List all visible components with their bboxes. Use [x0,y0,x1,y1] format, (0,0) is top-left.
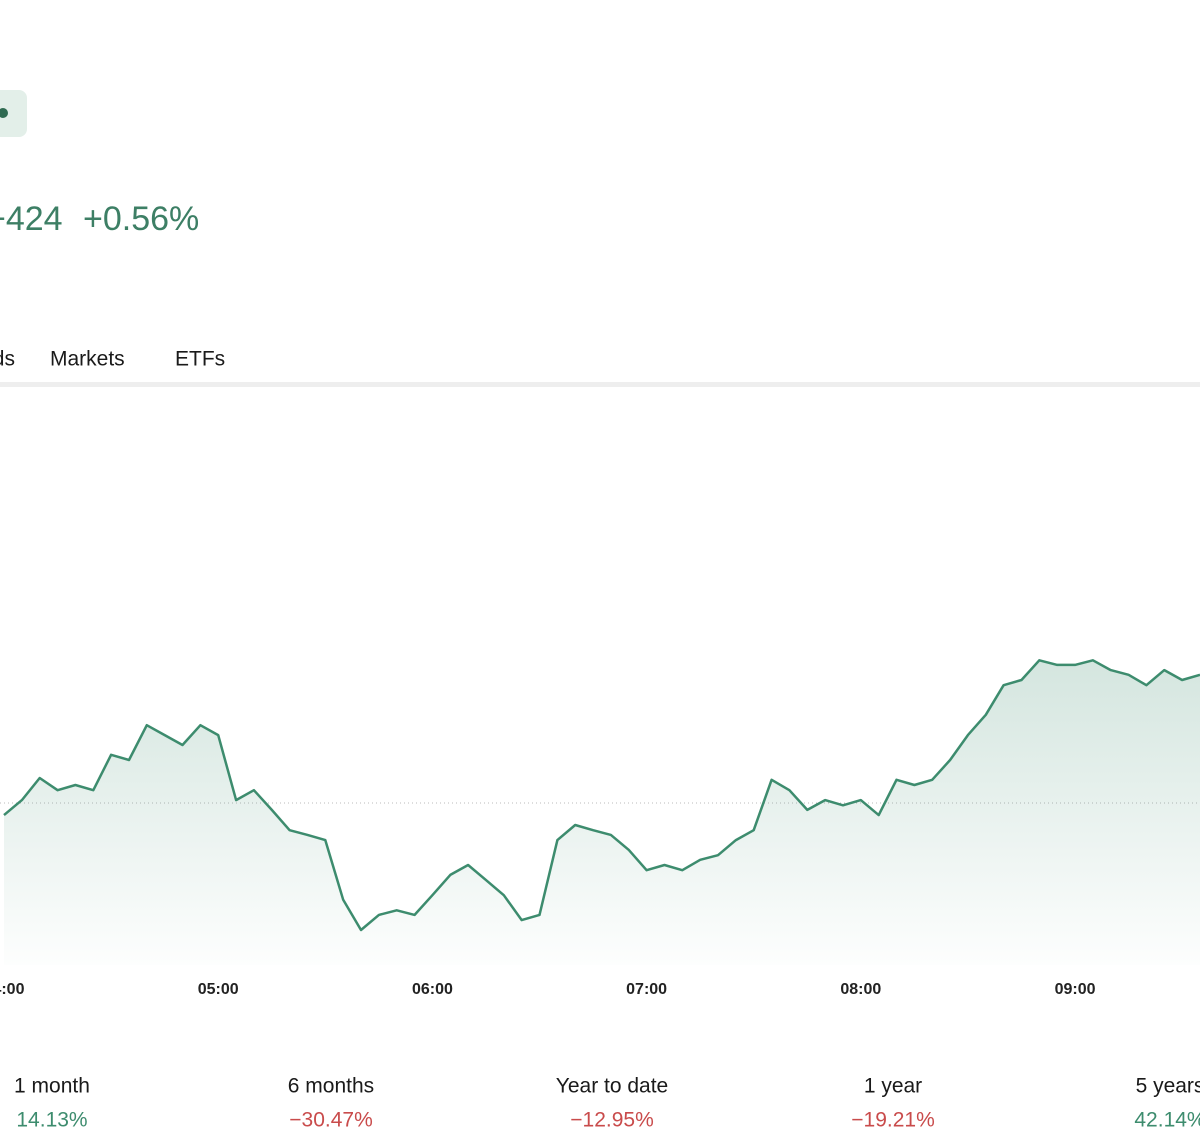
x-tick-label: 08:00 [840,981,881,998]
tab[interactable]: Markets [50,348,125,371]
status-dot [0,108,8,118]
tab-divider [0,382,1200,387]
x-tick-label: 09:00 [1055,981,1096,998]
period-value: −30.47% [289,1109,373,1132]
period-label: 5 years [1136,1075,1200,1098]
tab[interactable]: Funds [0,348,15,371]
period-label: 6 months [288,1075,374,1098]
tab[interactable]: ETFs [175,348,225,371]
period-returns: 1 month 14.13% 6 months −30.47% Year to date… [14,1075,1200,1132]
x-tick-label: 06:00 [412,981,453,998]
area [4,660,1200,965]
status-pill [0,90,27,137]
period-value: 14.13% [16,1109,87,1132]
x-tick-label: 07:00 [626,981,667,998]
period-label: 1 month [14,1075,90,1098]
period-value: −19.21% [851,1109,935,1132]
period-label: 1 year [864,1075,922,1098]
x-tick-label: 05:00 [198,981,239,998]
period-label: Year to date [556,1075,669,1098]
price-change: +424 [0,200,63,238]
price-line [3,659,1200,932]
period-value: 42.14% [1134,1109,1200,1132]
period-value: −12.95% [570,1109,654,1132]
price-change-percent: +0.56% [83,200,199,238]
x-tick-label: 04:00 [0,981,25,998]
chart: 04:00 05:00 06:00 07:00 08:00 09:00 [0,659,1200,998]
